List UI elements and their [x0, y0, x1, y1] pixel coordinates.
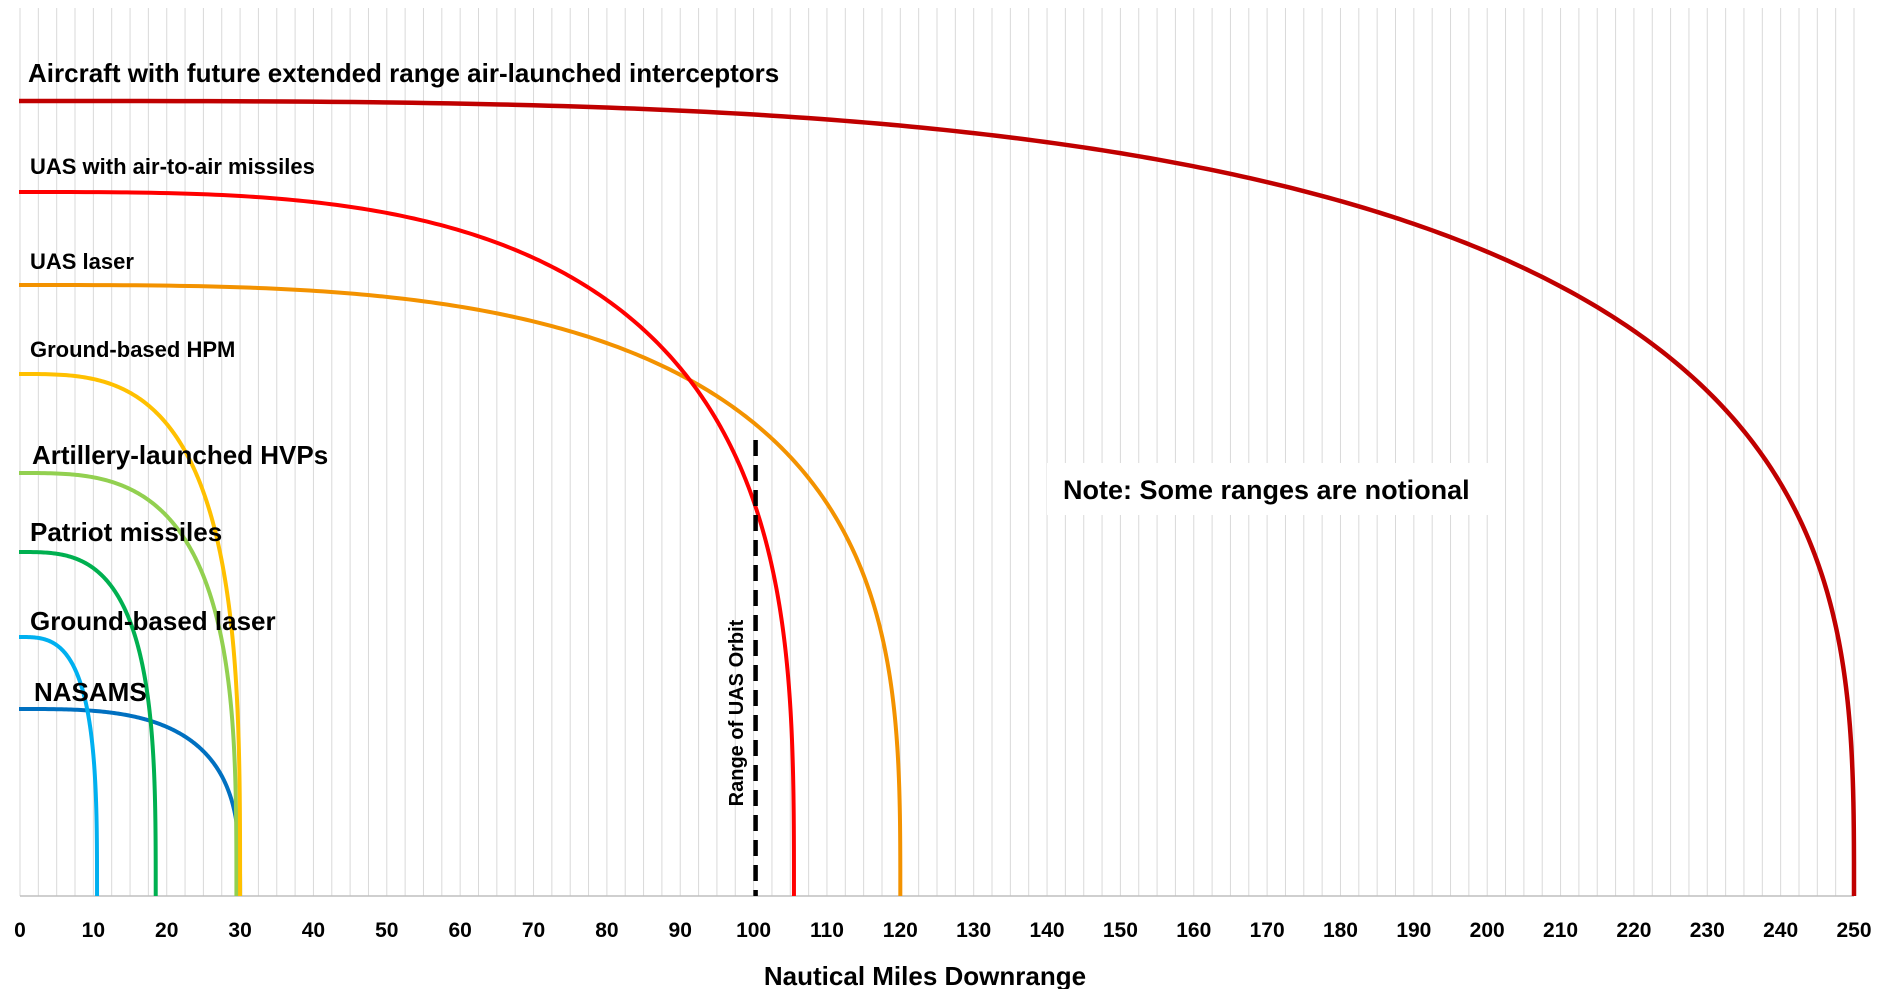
series-label: Ground-based HPM — [30, 337, 235, 362]
x-tick-label: 120 — [883, 919, 918, 942]
x-tick-label: 230 — [1690, 919, 1725, 942]
x-tick-label: 40 — [302, 919, 325, 942]
series-line — [18, 372, 243, 896]
x-tick-label: 50 — [375, 919, 398, 942]
x-axis-title: Nautical Miles Downrange — [764, 961, 1086, 989]
series-line — [18, 283, 903, 897]
range-curves — [18, 98, 1857, 897]
x-tick-label: 190 — [1396, 919, 1431, 942]
x-tick-label: 240 — [1763, 919, 1798, 942]
series-label: Patriot missiles — [30, 517, 222, 547]
series-line — [18, 471, 239, 896]
x-tick-label: 70 — [522, 919, 545, 942]
series-label: UAS laser — [30, 249, 134, 274]
x-tick-label: 90 — [669, 919, 692, 942]
x-tick-label: 0 — [14, 919, 26, 942]
x-tick-label: 110 — [810, 919, 844, 942]
series-line — [19, 635, 100, 896]
note-text: Note: Some ranges are notional — [1063, 475, 1470, 505]
x-tick-label: 180 — [1323, 919, 1358, 942]
series-labels: Aircraft with future extended range air-… — [28, 58, 779, 707]
series-line — [18, 190, 796, 897]
x-tick-label: 140 — [1030, 919, 1065, 942]
x-tick-label: 30 — [228, 919, 251, 942]
x-tick-label: 200 — [1470, 919, 1505, 942]
x-tick-label: 60 — [448, 919, 471, 942]
x-tick-label: 130 — [956, 919, 991, 942]
series-label: Aircraft with future extended range air-… — [28, 58, 779, 88]
series-label: Artillery-launched HVPs — [32, 440, 328, 470]
series-line — [19, 550, 158, 897]
x-tick-label: 20 — [155, 919, 178, 942]
series-label: UAS with air-to-air missiles — [30, 154, 315, 179]
x-tick-label: 150 — [1103, 919, 1138, 942]
grid-lines — [19, 8, 1855, 897]
annotations: Range of UAS Orbit Note: Some ranges are … — [726, 440, 1490, 896]
x-tick-label: 160 — [1176, 919, 1211, 942]
x-tick-label: 250 — [1836, 919, 1871, 942]
x-tick-label: 100 — [736, 919, 771, 942]
x-axis-tick-labels: 0 10 20 30 40 50 60 70 80 90 100 110 120 130 140 150 160… — [14, 919, 1871, 942]
x-tick-label: 220 — [1616, 919, 1651, 942]
x-tick-label: 210 — [1543, 919, 1578, 942]
series-label: Ground-based laser — [30, 606, 276, 636]
series-line — [18, 98, 1857, 897]
series-label: NASAMS — [34, 677, 147, 707]
uas-orbit-label: Range of UAS Orbit — [726, 619, 748, 806]
note-box — [1047, 463, 1490, 515]
x-tick-label: 10 — [82, 919, 105, 942]
x-tick-label: 170 — [1250, 919, 1285, 942]
x-tick-label: 80 — [595, 919, 618, 942]
